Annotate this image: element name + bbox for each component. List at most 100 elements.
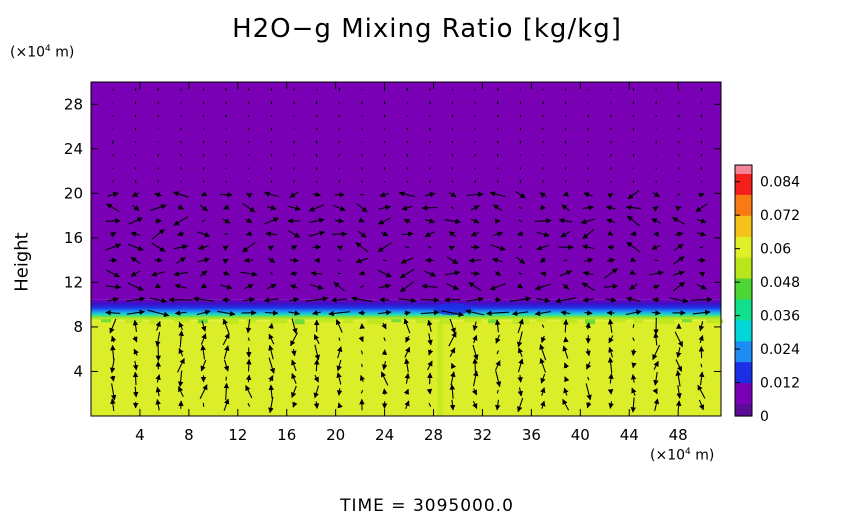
wind-vector (264, 191, 279, 198)
wind-vector (605, 297, 617, 303)
wind-vector (245, 319, 252, 334)
colorbar-tick-label: 0.084 (760, 175, 800, 191)
x-tick-label: 40 (571, 426, 590, 444)
wind-vector (654, 259, 659, 262)
wind-vector (540, 387, 546, 396)
wind-vector (540, 400, 546, 409)
wind-vector (608, 335, 614, 344)
x-tick-label: 8 (184, 426, 194, 444)
wind-vector (518, 272, 523, 275)
wind-vector (583, 257, 594, 264)
wind-vector (177, 358, 185, 373)
field-patch (197, 319, 208, 324)
wind-vector (629, 283, 638, 290)
colorbar-swatch (735, 407, 752, 413)
wind-vector (472, 370, 479, 387)
wind-vector (105, 218, 121, 224)
field-patch (246, 319, 257, 323)
wind-vector (604, 283, 619, 290)
wind-vector (472, 334, 478, 344)
wind-vector (494, 270, 502, 277)
wind-vector (383, 114, 386, 118)
wind-vector (127, 282, 144, 291)
colorbar: 0 0.012 0.024 0.036 0.048 0.06 0.072 0.084 (734, 164, 800, 425)
wind-vector (448, 231, 457, 238)
wind-vector (134, 88, 137, 91)
wind-vector (627, 215, 640, 227)
wind-vector (126, 296, 146, 302)
wind-vector (245, 374, 252, 383)
wind-vector (516, 331, 523, 348)
wind-vector (582, 297, 594, 303)
wind-vector (223, 359, 230, 372)
wind-vector (174, 283, 188, 289)
wind-vector (492, 231, 504, 237)
x-tick-label: 44 (620, 426, 639, 444)
wind-vector (337, 402, 343, 409)
wind-vector (155, 320, 161, 331)
wind-vector (674, 331, 683, 348)
wind-vector (268, 322, 274, 329)
wind-vector (427, 319, 433, 332)
time-label: TIME = 3095000.0 (340, 496, 514, 516)
wind-vector (199, 384, 208, 400)
wind-vector (290, 270, 298, 277)
wind-vector (222, 332, 230, 346)
colorbar-swatch (735, 277, 752, 283)
wind-vector (581, 282, 595, 291)
wind-vector (106, 269, 120, 278)
wind-vector (496, 350, 500, 355)
wind-vector (199, 204, 208, 212)
wind-vector (608, 373, 614, 384)
chart-title: H2O−g Mixing Ratio [kg/kg] (232, 14, 622, 44)
field-patch (367, 319, 385, 325)
wind-vector (293, 154, 295, 157)
colorbar-swatch (735, 403, 752, 409)
wind-vector (151, 228, 165, 240)
colorbar-tick-label: 0.012 (760, 376, 800, 392)
wind-vector (470, 205, 480, 211)
wind-vector (225, 114, 228, 118)
wind-vector (451, 114, 454, 118)
wind-vector (270, 154, 273, 157)
wind-vector (110, 232, 117, 238)
wind-vector (202, 101, 205, 104)
wind-vector (627, 190, 640, 200)
wind-vector (517, 358, 524, 373)
wind-vector (200, 359, 207, 372)
wind-vector (424, 231, 435, 238)
wind-vector (626, 241, 641, 253)
wind-vector (200, 344, 206, 360)
wind-vector (673, 256, 685, 265)
wind-vector (561, 204, 570, 212)
wind-vector (310, 270, 323, 277)
wind-vector (448, 245, 455, 251)
wind-vector (698, 272, 706, 278)
wind-vector (151, 271, 166, 277)
y-unit-prefix: (×10 (10, 44, 46, 61)
wind-vector (292, 401, 298, 408)
wind-vector (381, 231, 389, 237)
colorbar-swatch (735, 231, 752, 237)
wind-vector (539, 343, 547, 361)
wind-vector (653, 284, 660, 290)
wind-vector (586, 361, 592, 370)
colorbar-swatch (735, 323, 752, 329)
colorbar-swatch (735, 282, 752, 287)
wind-vector (631, 362, 637, 369)
x-tick-label: 48 (669, 426, 688, 444)
wind-vector (465, 309, 485, 316)
wind-vector (471, 388, 478, 396)
colorbar-swatch (735, 298, 752, 304)
wind-vector (472, 344, 479, 361)
wind-vector (245, 217, 253, 224)
wind-vector (223, 382, 230, 401)
y-unit-exp: 4 (45, 44, 51, 54)
wind-vector (338, 114, 341, 118)
wind-vector (289, 297, 300, 303)
colorbar-swatch (735, 374, 752, 379)
wind-vector (109, 375, 116, 382)
wind-vector (178, 321, 184, 331)
colorbar-swatch (735, 382, 752, 388)
